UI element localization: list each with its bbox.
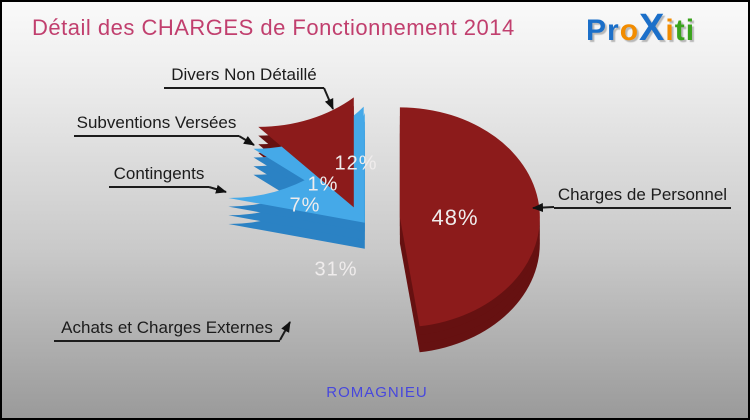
percent-label-charges-de-personnel: 48% <box>431 205 479 230</box>
logo-letter: P <box>586 14 608 47</box>
logo-letter: X <box>639 7 666 49</box>
slice-label-subventions-versees: Subventions Versées <box>76 113 237 132</box>
logo-letter: o <box>619 14 640 47</box>
slice-label-divers-non-detaille: Divers Non Détaillé <box>171 65 317 84</box>
percent-label-achats-charges-externes: 31% <box>314 258 358 281</box>
percent-label-subventions-versees: 1% <box>307 173 339 196</box>
pie-slice-side-0 <box>399 133 540 353</box>
callout-arrow-divers <box>323 87 334 110</box>
pie-slices <box>228 97 540 353</box>
chart-title: Détail des CHARGES de Fonctionnement 201… <box>32 15 515 40</box>
callout-arrow-personnel <box>532 203 555 213</box>
slice-label-charges-de-personnel: Charges de Personnel <box>557 185 728 204</box>
logo-letter: i <box>665 14 675 47</box>
slice-label-achats-charges-externes: Achats et Charges Externes <box>61 318 273 337</box>
logo-letter: t <box>674 14 686 47</box>
slice-label-contingents: Contingents <box>113 164 205 183</box>
logo-letter: i <box>685 14 696 47</box>
logo-letter: r <box>607 14 620 47</box>
callout-arrow-achats <box>279 321 291 341</box>
pie-slice-side-0 <box>399 124 540 344</box>
callout-arrow-contingents <box>208 184 227 194</box>
pie-slice-side-1 <box>228 130 365 240</box>
percent-label-contingents: 7% <box>289 194 321 217</box>
callout-arrow-subventions <box>238 135 255 146</box>
town-name: ROMAGNIEU <box>326 384 428 401</box>
percent-label-divers-non-detaille: 12% <box>334 152 378 175</box>
proxiti-logo: ProXiti <box>586 6 695 53</box>
